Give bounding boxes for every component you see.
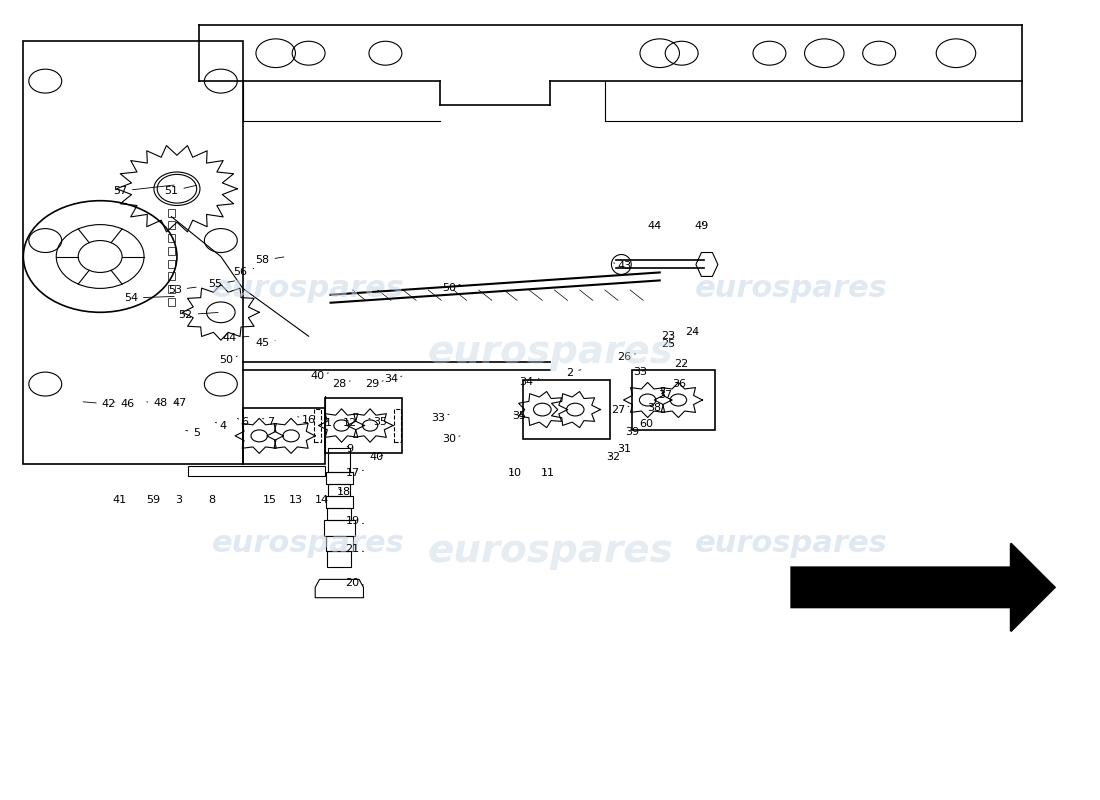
Bar xyxy=(326,496,353,508)
Bar xyxy=(632,370,715,430)
Text: 13: 13 xyxy=(288,494,302,505)
Bar xyxy=(168,209,175,217)
Text: 50: 50 xyxy=(442,282,460,293)
Text: eurospares: eurospares xyxy=(212,529,405,558)
Bar xyxy=(326,472,353,484)
Text: 32: 32 xyxy=(606,452,620,462)
Text: 38: 38 xyxy=(647,403,661,413)
Text: 40: 40 xyxy=(370,452,384,462)
Text: 60: 60 xyxy=(639,419,653,429)
Text: 42: 42 xyxy=(84,399,116,409)
Text: 51: 51 xyxy=(165,186,196,196)
Text: 19: 19 xyxy=(345,516,363,526)
Text: 57: 57 xyxy=(113,185,174,196)
Text: 1: 1 xyxy=(322,418,332,428)
Text: 24: 24 xyxy=(685,327,700,338)
Bar xyxy=(394,409,400,442)
Text: 25: 25 xyxy=(661,339,675,349)
Bar xyxy=(168,247,175,255)
Text: 9: 9 xyxy=(346,445,354,454)
Text: 18: 18 xyxy=(337,487,351,498)
Text: 11: 11 xyxy=(541,468,554,478)
Bar xyxy=(168,286,175,293)
Text: 55: 55 xyxy=(208,279,234,290)
Polygon shape xyxy=(791,543,1055,631)
Bar xyxy=(326,398,402,454)
Text: 58: 58 xyxy=(255,255,284,266)
Text: 29: 29 xyxy=(365,379,383,389)
Text: 10: 10 xyxy=(508,468,521,478)
Text: 22: 22 xyxy=(674,359,689,369)
Bar xyxy=(522,380,611,439)
Text: 41: 41 xyxy=(113,494,127,505)
Text: 12: 12 xyxy=(343,418,358,428)
Text: 26: 26 xyxy=(617,352,636,362)
Text: eurospares: eurospares xyxy=(695,274,888,303)
Text: 30: 30 xyxy=(442,434,460,444)
Text: 6: 6 xyxy=(238,418,249,427)
Text: 15: 15 xyxy=(263,494,277,505)
Text: 23: 23 xyxy=(661,331,675,342)
Bar xyxy=(329,448,350,472)
Text: 45: 45 xyxy=(255,338,275,347)
Text: 36: 36 xyxy=(672,379,686,389)
Bar xyxy=(324,519,354,535)
Text: 54: 54 xyxy=(124,293,174,303)
Text: 50: 50 xyxy=(219,355,238,365)
Text: 48: 48 xyxy=(146,398,167,408)
Text: 44: 44 xyxy=(222,333,249,343)
Text: eurospares: eurospares xyxy=(212,274,405,303)
Text: 37: 37 xyxy=(658,390,672,400)
Bar xyxy=(168,234,175,242)
Text: 8: 8 xyxy=(209,494,216,505)
Text: 5: 5 xyxy=(186,429,200,438)
Text: 46: 46 xyxy=(114,399,134,409)
Text: 44: 44 xyxy=(647,222,661,231)
Text: 14: 14 xyxy=(315,494,329,505)
Text: 59: 59 xyxy=(145,494,160,505)
Text: eurospares: eurospares xyxy=(427,533,673,570)
Text: 33: 33 xyxy=(431,413,449,422)
Bar xyxy=(315,409,321,442)
Text: 2: 2 xyxy=(566,368,581,378)
Bar xyxy=(168,298,175,306)
Text: 49: 49 xyxy=(694,222,708,231)
Text: 28: 28 xyxy=(332,379,350,389)
Text: 53: 53 xyxy=(167,285,196,295)
Text: 34: 34 xyxy=(519,377,539,386)
Text: 16: 16 xyxy=(298,415,316,425)
Text: 3: 3 xyxy=(176,494,183,505)
Text: 35: 35 xyxy=(513,411,526,421)
Bar xyxy=(168,273,175,281)
Text: 21: 21 xyxy=(345,544,363,554)
Text: 20: 20 xyxy=(345,578,363,587)
Text: 17: 17 xyxy=(345,468,363,478)
Bar xyxy=(328,508,351,519)
Text: 31: 31 xyxy=(617,445,631,454)
Text: 56: 56 xyxy=(233,267,254,278)
Bar xyxy=(168,260,175,268)
Text: 40: 40 xyxy=(310,371,329,381)
Text: eurospares: eurospares xyxy=(427,333,673,371)
Text: 52: 52 xyxy=(178,310,218,320)
Text: 43: 43 xyxy=(614,261,631,271)
Bar xyxy=(326,535,353,551)
Text: eurospares: eurospares xyxy=(695,529,888,558)
Text: 47: 47 xyxy=(172,398,186,408)
Text: 39: 39 xyxy=(625,427,639,437)
Bar xyxy=(168,222,175,230)
Bar xyxy=(329,484,350,496)
Bar xyxy=(328,551,351,567)
Text: 34: 34 xyxy=(384,374,402,384)
Text: 33: 33 xyxy=(632,367,647,377)
Text: 4: 4 xyxy=(216,421,227,430)
Bar xyxy=(188,466,326,476)
Text: 7: 7 xyxy=(263,417,274,426)
Text: 35: 35 xyxy=(368,417,387,426)
Text: 27: 27 xyxy=(610,405,629,414)
Bar xyxy=(243,408,326,464)
